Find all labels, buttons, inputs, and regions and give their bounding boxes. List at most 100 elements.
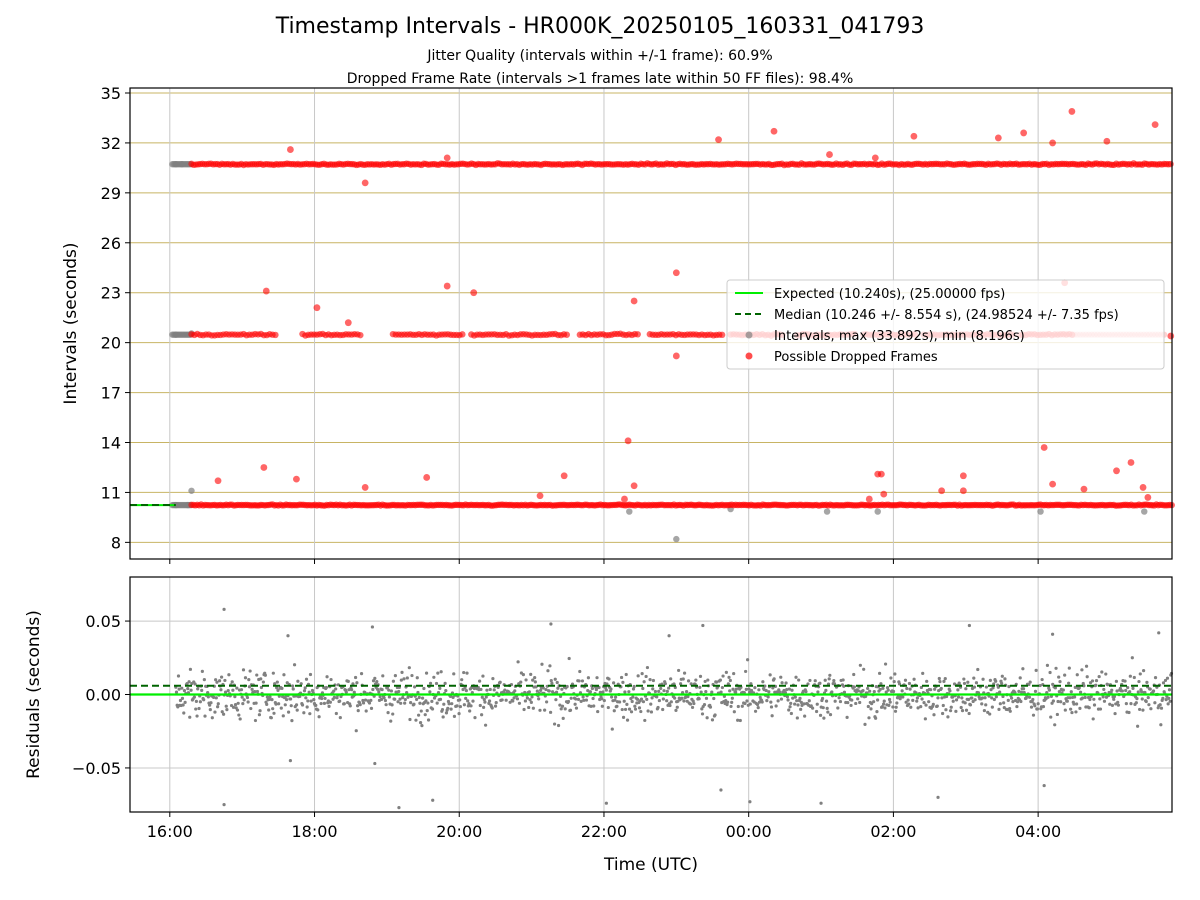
residual-point	[680, 696, 684, 700]
residual-point	[686, 695, 690, 699]
residual-point	[694, 678, 698, 682]
residual-point	[334, 711, 338, 716]
residual-point	[348, 704, 352, 708]
residual-point	[1008, 709, 1012, 713]
residual-point	[937, 676, 941, 681]
dropped-frame-point	[260, 464, 268, 471]
residual-point	[651, 687, 655, 691]
residual-point	[1113, 711, 1117, 716]
residual-point	[582, 698, 586, 702]
dropped-frame-point	[877, 470, 885, 478]
residual-point	[785, 695, 790, 699]
residual-point	[200, 669, 204, 673]
residual-point	[286, 634, 290, 638]
residual-point	[609, 687, 613, 691]
residual-point	[802, 702, 806, 706]
residual-point	[740, 704, 744, 708]
residual-point	[1062, 702, 1066, 706]
residual-point	[405, 676, 409, 680]
residual-point	[1046, 695, 1050, 699]
residual-point	[1091, 717, 1095, 721]
residual-point	[725, 703, 729, 707]
residual-point	[1165, 676, 1170, 680]
legend-intervals-label: Intervals, max (33.892s), min (8.196s)	[774, 329, 1025, 344]
x-tick-label: 04:00	[1015, 822, 1061, 841]
residual-point	[484, 695, 488, 699]
residual-point	[1047, 688, 1052, 692]
intervals-y-axis-label: Intervals (seconds)	[61, 242, 81, 404]
residual-point	[259, 685, 263, 690]
residual-point	[358, 702, 362, 707]
residual-point	[247, 685, 252, 689]
residual-point	[591, 696, 595, 701]
residual-point	[578, 669, 582, 674]
residual-point	[633, 704, 637, 708]
residual-point	[713, 713, 717, 717]
residual-point	[813, 679, 817, 683]
residual-point	[391, 712, 395, 716]
residual-point	[772, 677, 776, 681]
interval-point	[1037, 508, 1044, 515]
residual-point	[465, 671, 469, 675]
residual-point	[332, 689, 336, 693]
residual-point	[259, 677, 263, 681]
residual-point	[998, 690, 1002, 694]
residual-point	[212, 695, 216, 699]
residual-point	[974, 681, 979, 685]
residual-point	[316, 708, 320, 712]
residual-point	[233, 695, 237, 699]
residual-point	[960, 696, 964, 700]
residual-point	[523, 690, 527, 695]
residual-point	[221, 712, 226, 716]
residual-point	[390, 703, 394, 707]
residual-point	[819, 801, 823, 805]
residual-point	[257, 713, 262, 717]
residual-point	[991, 686, 995, 690]
residual-point	[870, 702, 874, 706]
residual-point	[521, 673, 526, 677]
residual-point	[992, 697, 996, 702]
residual-point	[756, 706, 760, 710]
residual-point	[508, 700, 512, 704]
residual-point	[342, 702, 346, 706]
residual-point	[534, 685, 538, 689]
residual-point	[645, 665, 650, 670]
residual-point	[367, 701, 372, 705]
residual-point	[667, 686, 671, 690]
residual-point	[277, 702, 281, 706]
residual-point	[361, 698, 365, 703]
residual-point	[1124, 702, 1128, 706]
residual-point	[662, 689, 666, 693]
residual-point	[317, 715, 321, 719]
residual-point	[237, 713, 241, 717]
residual-point	[286, 710, 291, 714]
residual-point	[1101, 695, 1105, 699]
residual-point	[194, 707, 198, 711]
residual-point	[550, 681, 554, 685]
residual-point	[1094, 683, 1098, 687]
residual-point	[749, 682, 753, 686]
residual-point	[808, 678, 812, 683]
residual-point	[997, 707, 1001, 711]
residual-point	[932, 713, 936, 717]
residual-point	[665, 689, 669, 693]
residual-point	[763, 684, 767, 688]
residual-point	[500, 698, 504, 702]
residual-point	[1078, 690, 1083, 694]
residual-point	[233, 703, 238, 707]
residual-point	[697, 697, 701, 701]
residual-point	[1116, 700, 1120, 704]
residual-point	[381, 674, 385, 678]
residual-point	[798, 696, 802, 700]
residual-point	[230, 680, 234, 684]
residual-point	[780, 681, 784, 685]
residual-point	[242, 698, 246, 702]
dropped-frame-point	[443, 154, 451, 162]
residual-point	[610, 727, 614, 731]
residual-point	[688, 702, 693, 706]
residual-point	[462, 703, 466, 707]
residual-point	[797, 678, 801, 682]
residual-point	[1129, 702, 1133, 706]
residual-point	[182, 711, 186, 715]
residual-point	[1045, 663, 1050, 667]
